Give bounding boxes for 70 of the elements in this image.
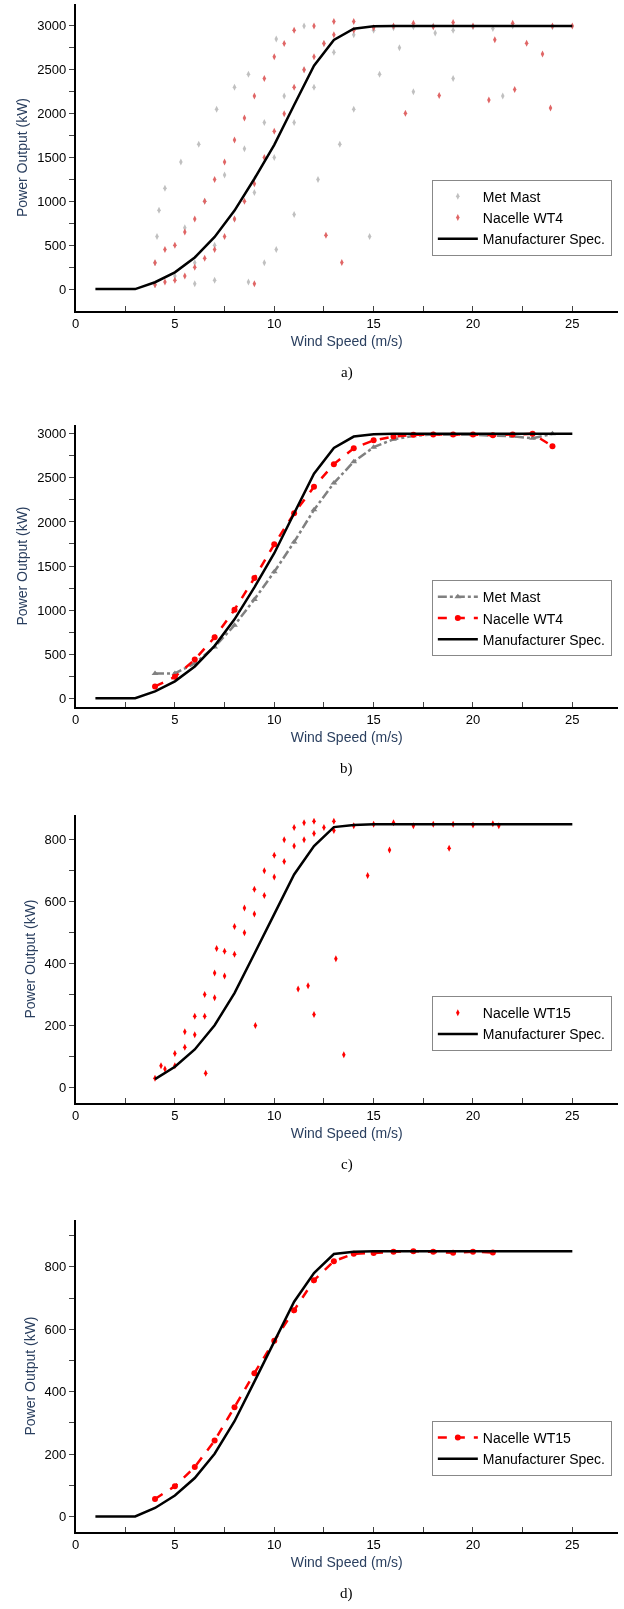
y-axis-title: Power Output (kW) bbox=[14, 506, 31, 626]
y-tick-label: 600 bbox=[44, 1321, 67, 1337]
text: a) bbox=[341, 364, 353, 381]
y-tick-label: 0 bbox=[58, 281, 67, 297]
x-tick-label: 10 bbox=[267, 316, 282, 332]
text: b) bbox=[340, 760, 353, 777]
y-tick-label: 400 bbox=[44, 956, 67, 972]
y-tick-label: 2000 bbox=[37, 106, 67, 122]
y-tick-label: 2000 bbox=[37, 514, 67, 530]
y-tick-label: 0 bbox=[58, 1508, 67, 1524]
y-tick-label: 3000 bbox=[37, 18, 67, 34]
legend-label: Nacelle WT4 bbox=[482, 610, 564, 627]
x-tick-label: 0 bbox=[71, 316, 80, 332]
x-tick-label: 20 bbox=[465, 1537, 481, 1553]
x-tick-label: 15 bbox=[366, 316, 381, 332]
legend-label: Manufacturer Spec. bbox=[482, 631, 606, 648]
x-tick-label: 5 bbox=[171, 316, 179, 332]
x-axis-title: Wind Speed (m/s) bbox=[290, 333, 403, 350]
x-tick-label: 20 bbox=[465, 712, 481, 728]
y-tick-label: 800 bbox=[44, 1259, 67, 1275]
y-tick-label: 200 bbox=[44, 1018, 67, 1034]
x-tick-label: 5 bbox=[171, 1108, 179, 1124]
y-tick-label: 3000 bbox=[37, 426, 67, 442]
legend-label: Nacelle WT15 bbox=[482, 1005, 571, 1022]
x-tick-label: 15 bbox=[366, 1108, 381, 1124]
text: c) bbox=[341, 1156, 353, 1173]
x-tick-label: 25 bbox=[565, 712, 580, 728]
x-axis-title: Wind Speed (m/s) bbox=[290, 1554, 403, 1571]
y-tick-label: 0 bbox=[58, 1080, 67, 1096]
legend-label: Met Mast bbox=[482, 589, 541, 606]
y-axis-title: Power Output (kW) bbox=[14, 97, 31, 218]
y-tick-label: 200 bbox=[44, 1446, 67, 1462]
legend-label: Nacelle WT4 bbox=[482, 210, 564, 226]
x-tick-label: 25 bbox=[565, 1108, 580, 1124]
y-tick-label: 400 bbox=[44, 1384, 67, 1400]
y-tick-label: 600 bbox=[44, 894, 67, 910]
y-tick-label: 500 bbox=[44, 237, 67, 253]
y-tick-label: 1000 bbox=[37, 602, 67, 618]
x-tick-label: 10 bbox=[267, 1537, 282, 1553]
y-axis-title: Power Output (kW) bbox=[21, 899, 38, 1019]
y-tick-label: 1500 bbox=[37, 558, 67, 574]
y-tick-label: 500 bbox=[44, 646, 67, 662]
x-tick-label: 0 bbox=[71, 1537, 80, 1553]
y-tick-label: 2500 bbox=[37, 470, 67, 486]
x-axis-title: Wind Speed (m/s) bbox=[290, 729, 403, 746]
y-tick-label: 800 bbox=[44, 832, 67, 848]
legend-label: Met Mast bbox=[482, 188, 541, 205]
x-tick-label: 5 bbox=[171, 1537, 179, 1553]
y-tick-label: 1000 bbox=[37, 193, 67, 209]
x-tick-label: 15 bbox=[366, 712, 381, 728]
y-tick-label: 0 bbox=[58, 690, 67, 706]
x-axis-title: Wind Speed (m/s) bbox=[290, 1125, 403, 1142]
x-tick-label: 10 bbox=[267, 1108, 282, 1124]
y-tick-label: 1500 bbox=[37, 150, 67, 166]
x-tick-label: 25 bbox=[565, 316, 580, 332]
legend-label: Nacelle WT15 bbox=[482, 1429, 571, 1446]
x-tick-label: 20 bbox=[465, 316, 481, 332]
x-tick-label: 0 bbox=[71, 712, 80, 728]
y-axis-title: Power Output (kW) bbox=[21, 1316, 38, 1436]
x-tick-label: 5 bbox=[171, 712, 179, 728]
x-tick-label: 10 bbox=[267, 712, 282, 728]
text: d) bbox=[340, 1585, 353, 1602]
legend-label: Manufacturer Spec. bbox=[482, 1026, 606, 1043]
x-tick-label: 0 bbox=[71, 1108, 80, 1124]
legend-label: Manufacturer Spec. bbox=[482, 1451, 606, 1468]
legend-label: Manufacturer Spec. bbox=[482, 231, 606, 248]
x-tick-label: 25 bbox=[565, 1537, 580, 1553]
x-tick-label: 15 bbox=[366, 1537, 381, 1553]
y-tick-label: 2500 bbox=[37, 62, 67, 78]
x-tick-label: 20 bbox=[465, 1108, 481, 1124]
